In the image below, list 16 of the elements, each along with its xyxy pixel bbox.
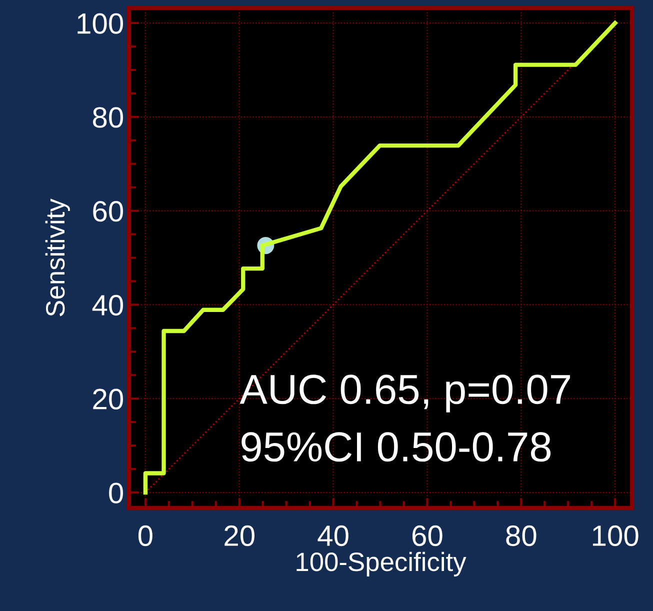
y-tick-label: 60 (93, 201, 123, 222)
y-tick-label: 100 (78, 13, 124, 34)
x-tick-label: 80 (506, 525, 536, 546)
x-tick-label: 0 (138, 525, 152, 546)
y-axis-title: Sensitivity (45, 198, 70, 316)
x-tick-label: 20 (224, 525, 254, 546)
x-tick-label: 60 (412, 525, 442, 546)
x-tick-label: 40 (318, 525, 348, 546)
annotation: AUC 0.65, p=0.07 (240, 374, 570, 412)
x-tick-label: 100 (592, 525, 638, 546)
y-tick-label: 0 (109, 482, 123, 504)
annotation: 95%CI 0.50-0.78 (242, 432, 551, 462)
y-tick-label: 80 (92, 107, 123, 128)
y-tick-label: 40 (92, 294, 123, 316)
y-tick-label: 20 (93, 388, 123, 410)
x-axis-title: 100-Specificity (296, 552, 466, 576)
